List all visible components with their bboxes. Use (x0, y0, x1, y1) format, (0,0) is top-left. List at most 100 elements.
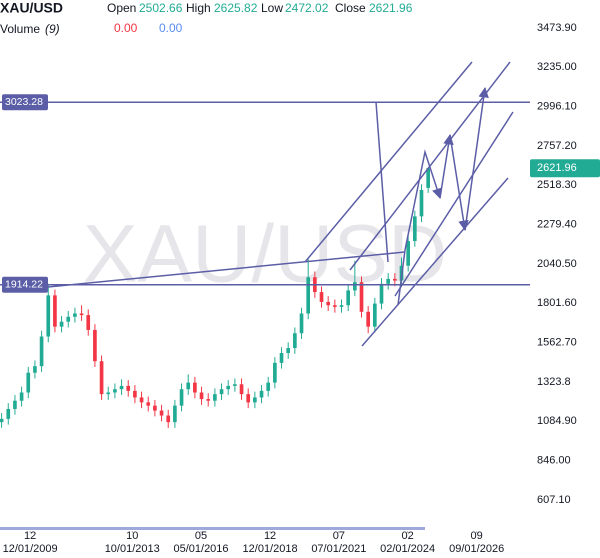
candle-body (213, 394, 217, 401)
candle-body (26, 372, 31, 393)
candle-body (246, 394, 251, 403)
candle-body (359, 282, 364, 312)
candle-body (59, 321, 64, 327)
candle-body (273, 362, 277, 383)
x-tick-label: 12/01/2009 (3, 543, 58, 555)
candle-body (126, 385, 131, 391)
ohlc-label: Open (107, 1, 136, 15)
range-bar (0, 527, 425, 530)
candle-body (73, 313, 77, 317)
ohlc-value: 2502.66 (139, 1, 183, 15)
trendline (375, 101, 389, 263)
candle-body (193, 382, 197, 393)
volume-value: 0.00 (114, 21, 138, 35)
candle-body (426, 168, 430, 188)
ohlc-value: 2621.96 (369, 1, 413, 15)
candle-body (66, 316, 71, 322)
x-month-label: 02 (402, 530, 414, 542)
candle-body (306, 277, 311, 314)
x-tick-label: 10/01/2013 (105, 543, 160, 555)
candle-body (293, 333, 297, 349)
ohlc-value: 2625.82 (214, 1, 258, 15)
candle-body (279, 352, 284, 363)
candle-body (379, 283, 384, 304)
x-tick-label: 09/01/2026 (449, 543, 504, 555)
y-tick-label: 2279.40 (537, 219, 577, 231)
candle-body (259, 390, 264, 398)
trendline (397, 249, 406, 306)
candle-body (393, 278, 397, 281)
y-tick-label: 1084.90 (537, 415, 577, 427)
candle-body (239, 384, 244, 395)
y-tick-label: 1562.70 (537, 337, 577, 349)
x-tick-label: 12/01/2018 (243, 543, 298, 555)
y-tick-label: 607.10 (537, 494, 571, 506)
last-price-label: 2621.96 (537, 162, 577, 174)
candle-body (133, 390, 137, 398)
candle-body (186, 382, 191, 390)
y-tick-label: 3473.90 (537, 22, 577, 34)
candle-body (139, 397, 144, 403)
candle-body (353, 282, 357, 291)
candle-body (39, 336, 44, 367)
projection-arrow (439, 133, 454, 199)
ohlc-label: Close (335, 1, 366, 15)
candle-body (206, 399, 211, 401)
candle-body (173, 405, 177, 423)
y-tick-label: 1323.8 (537, 376, 571, 388)
y-tick-label: 3235.00 (537, 61, 577, 73)
volume-label: Volume (0, 22, 40, 36)
candle-body (253, 397, 257, 403)
candle-body (219, 389, 224, 395)
x-month-label: 05 (195, 530, 207, 542)
projection-arrow (449, 134, 469, 232)
ohlc-label: High (186, 1, 211, 15)
horizontal-line-label-bg (2, 94, 48, 111)
x-month-label: 09 (471, 530, 483, 542)
chart-title: XAU/USD (0, 0, 63, 16)
x-month-label: 10 (126, 530, 138, 542)
candle-body (13, 400, 17, 409)
watermark: XAU/USD (83, 209, 448, 300)
x-month-label: 12 (24, 530, 36, 542)
y-tick-label: 2996.10 (537, 101, 577, 113)
horizontal-line-label: 3023.28 (5, 96, 43, 108)
x-month-label: 12 (264, 530, 276, 542)
candle-body (406, 241, 410, 266)
candle-body (366, 311, 371, 327)
candle-body (199, 392, 204, 400)
candle-body (53, 295, 57, 327)
candle-body (19, 392, 24, 401)
candle-body (233, 384, 237, 386)
candle-body (119, 385, 124, 390)
candle-body (86, 315, 91, 330)
candle-body (419, 189, 424, 217)
candle-body (326, 301, 331, 306)
candle-body (339, 305, 344, 307)
y-tick-label: 1801.60 (537, 297, 577, 309)
x-tick-label: 02/01/2024 (380, 543, 435, 555)
candle-body (93, 329, 97, 362)
candle-body (179, 389, 184, 406)
y-tick-label: 846.00 (537, 455, 571, 467)
candle-body (153, 405, 157, 411)
candle-body (99, 361, 104, 395)
candle-body (6, 408, 11, 419)
candle-body (346, 290, 351, 306)
trendline (47, 251, 406, 288)
candle-body (166, 415, 171, 423)
projection-arrow (464, 86, 489, 231)
candle-body (266, 382, 271, 391)
candle-body (159, 410, 164, 416)
candle-body (226, 385, 231, 390)
candle-body (33, 366, 37, 373)
volume-param: (9) (45, 22, 60, 36)
x-tick-label: 07/01/2021 (311, 543, 366, 555)
volume-value: 0.00 (159, 21, 183, 35)
drawings (0, 61, 514, 530)
candle-body (412, 216, 417, 242)
channel-line (361, 177, 509, 347)
candle-body (286, 348, 291, 353)
candle-body (319, 292, 324, 302)
